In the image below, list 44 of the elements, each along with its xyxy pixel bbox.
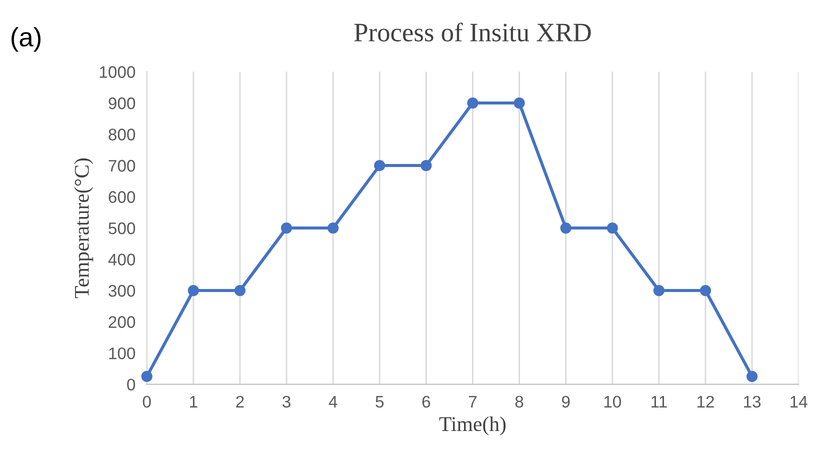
point [328, 222, 339, 234]
y-tick-label: 400 [108, 254, 136, 266]
point [606, 222, 618, 234]
x-tick-label: 8 [515, 396, 524, 408]
y-tick-label: 300 [108, 284, 136, 297]
x-tick-label: 0 [142, 396, 151, 408]
x-tick-label: 11 [652, 396, 667, 408]
x-tick-label: 4 [328, 396, 338, 408]
y-tick-label: 500 [108, 222, 136, 234]
x-tick-label: 7 [468, 396, 477, 408]
text: (a) [12, 27, 41, 52]
point [560, 222, 572, 234]
y-tick-label: 1000 [100, 66, 136, 78]
y-tick-label: 100 [109, 347, 136, 360]
point [514, 97, 525, 109]
x-tick-label: 6 [422, 396, 430, 408]
point [141, 370, 152, 382]
point [467, 97, 478, 109]
point [234, 284, 246, 296]
x-axis-title: Time(h) [439, 416, 506, 436]
x-tick-label: 2 [236, 396, 244, 408]
x-tick-label: 10 [604, 396, 622, 408]
y-tick-label: 900 [108, 97, 136, 110]
point [280, 222, 292, 234]
chart-title: Process of Insitu XRD [354, 22, 591, 42]
y-tick-label: 700 [108, 160, 136, 172]
x-tick-label: 14 [790, 396, 808, 408]
x-tick-label: 9 [562, 396, 570, 408]
point [420, 160, 432, 172]
x-tick-label: 12 [697, 396, 714, 408]
point [374, 160, 386, 172]
y-tick-label: 200 [108, 316, 136, 328]
x-tick-label: 1 [190, 396, 198, 408]
point [188, 284, 199, 296]
y-tick-label: 0 [127, 378, 136, 390]
x-tick-label: 13 [744, 396, 761, 408]
x-tick-label: 3 [282, 396, 290, 408]
x-tick-label: 5 [376, 396, 384, 408]
point [700, 284, 712, 296]
point [746, 370, 758, 382]
y-axis-title: Temperature(°C) [74, 158, 94, 298]
y-tick-label: 800 [108, 128, 136, 140]
point [653, 284, 664, 296]
y-tick-label: 600 [108, 191, 136, 203]
